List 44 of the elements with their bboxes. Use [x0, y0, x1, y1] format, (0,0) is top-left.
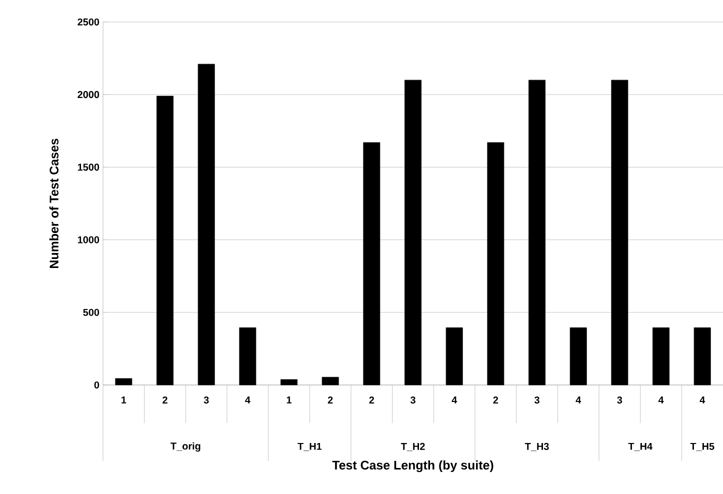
bar: [570, 327, 587, 386]
x-tick-label: 4: [576, 396, 582, 404]
bar: [487, 142, 504, 386]
bar: [446, 327, 463, 386]
x-tick-label: 3: [410, 396, 416, 404]
text: T_H4: [628, 442, 652, 452]
bar: [322, 376, 339, 386]
y-tick-label: 2500: [78, 18, 100, 26]
x-tick-label: 2: [493, 396, 498, 404]
text: T_H5: [690, 442, 714, 452]
x-tick-label: 2: [162, 396, 168, 404]
bar: [363, 142, 380, 386]
y-tick-label: 1000: [78, 236, 100, 244]
x-tick-label: 3: [204, 396, 209, 404]
bar: [611, 80, 628, 386]
x-tick-label: 4: [700, 396, 706, 404]
x-tick-label: 1: [286, 396, 292, 404]
bar: [115, 378, 132, 386]
x-tick-label: 4: [452, 396, 458, 404]
x-axis-title: Test Case Length (by suite): [332, 460, 494, 472]
text: T_H3: [524, 442, 549, 452]
bar: [652, 327, 670, 386]
y-axis-title: Number of Test Cases: [49, 138, 58, 268]
bar: [239, 327, 256, 386]
bar: [280, 379, 298, 386]
y-tick-label: 0: [94, 381, 100, 389]
x-tick-label: 3: [617, 396, 622, 404]
y-tick-label: 500: [83, 308, 100, 316]
bar: [198, 64, 215, 386]
text: T_orig: [170, 442, 200, 452]
x-tick-label: 4: [658, 396, 664, 404]
x-tick-label: 3: [534, 396, 540, 404]
y-tick-label: 2000: [78, 91, 100, 98]
y-tick-label: 1500: [78, 164, 100, 171]
x-tick-label: 2: [369, 396, 374, 404]
x-tick-label: 4: [245, 396, 250, 404]
bar: [694, 327, 711, 386]
bar: [528, 80, 546, 386]
x-tick-label: 1: [122, 396, 126, 404]
text: T_H2: [400, 442, 425, 452]
text: T_H1: [298, 442, 322, 452]
bar: [404, 80, 422, 386]
x-tick-label: 2: [328, 396, 333, 404]
bar: [156, 96, 174, 386]
